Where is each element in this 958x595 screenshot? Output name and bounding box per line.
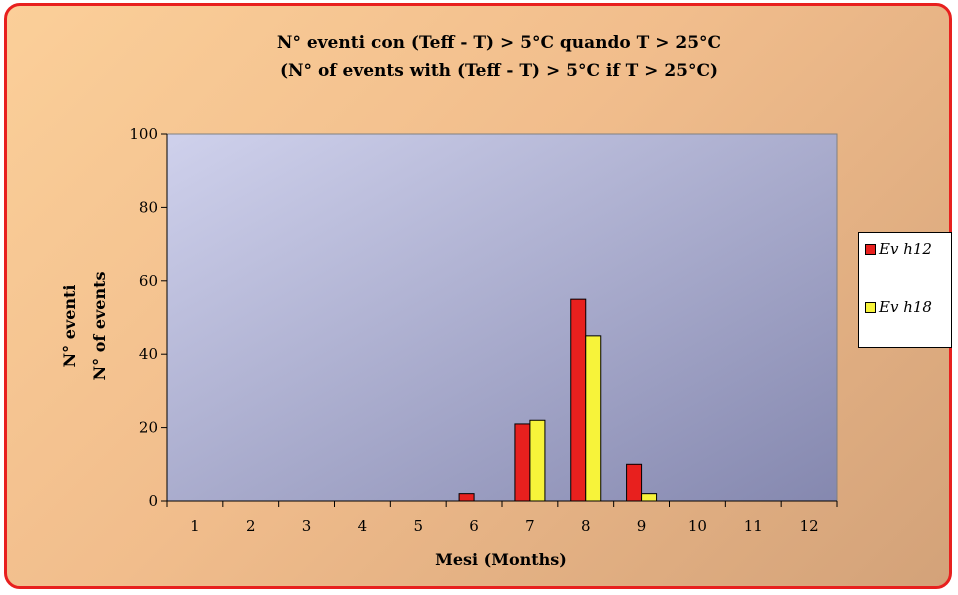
x-tick-label: 1 <box>190 517 200 535</box>
chart-frame: N° eventi con (Teff - T) > 5°C quando T … <box>4 3 952 589</box>
bar-chart: N° eventi con (Teff - T) > 5°C quando T … <box>60 33 838 569</box>
y-axis-title-line-1: N° eventi <box>60 285 79 368</box>
chart-title: N° eventi con (Teff - T) > 5°C quando T … <box>277 33 721 53</box>
y-tick-label: 60 <box>139 272 158 290</box>
y-tick-label: 40 <box>139 345 158 363</box>
legend-label-ev-h12: Ev h12 <box>879 240 932 258</box>
legend-swatch-ev-h18 <box>865 302 876 313</box>
x-tick-label: 6 <box>469 517 479 535</box>
plot-area <box>166 133 838 502</box>
bar-ev-h18-8 <box>585 335 602 502</box>
y-tick-label: 80 <box>139 198 158 216</box>
y-axis-title: N° eventi N° of events <box>60 271 109 380</box>
legend: Ev h12 Ev h18 <box>858 232 952 348</box>
x-tick-label: 2 <box>246 517 256 535</box>
y-axis-title-line-2: N° of events <box>90 271 109 380</box>
x-tick-label: 11 <box>744 517 763 535</box>
chart-subtitle: (N° of events with (Teff - T) > 5°C if T… <box>280 61 718 81</box>
x-tick-label: 4 <box>358 517 368 535</box>
x-tick-label: 7 <box>525 517 535 535</box>
bar-ev-h12-7 <box>514 423 531 502</box>
bar-ev-h12-9 <box>626 463 643 502</box>
bar-ev-h12-8 <box>570 298 587 502</box>
x-tick-label: 10 <box>688 517 707 535</box>
x-tick-label: 9 <box>637 517 647 535</box>
x-tick-label: 5 <box>413 517 423 535</box>
y-tick-label: 20 <box>139 419 158 437</box>
x-tick-label: 12 <box>800 517 819 535</box>
bar-ev-h12-6 <box>458 493 475 502</box>
x-tick-label: 8 <box>581 517 591 535</box>
bar-ev-h18-9 <box>641 493 658 502</box>
legend-swatch-ev-h12 <box>865 244 876 255</box>
y-tick-label: 100 <box>129 125 158 143</box>
x-tick-label: 3 <box>302 517 312 535</box>
legend-label-ev-h18: Ev h18 <box>879 298 932 316</box>
bar-ev-h18-7 <box>529 419 546 502</box>
x-axis-title: Mesi (Months) <box>435 550 567 569</box>
y-tick-label: 0 <box>148 492 158 510</box>
